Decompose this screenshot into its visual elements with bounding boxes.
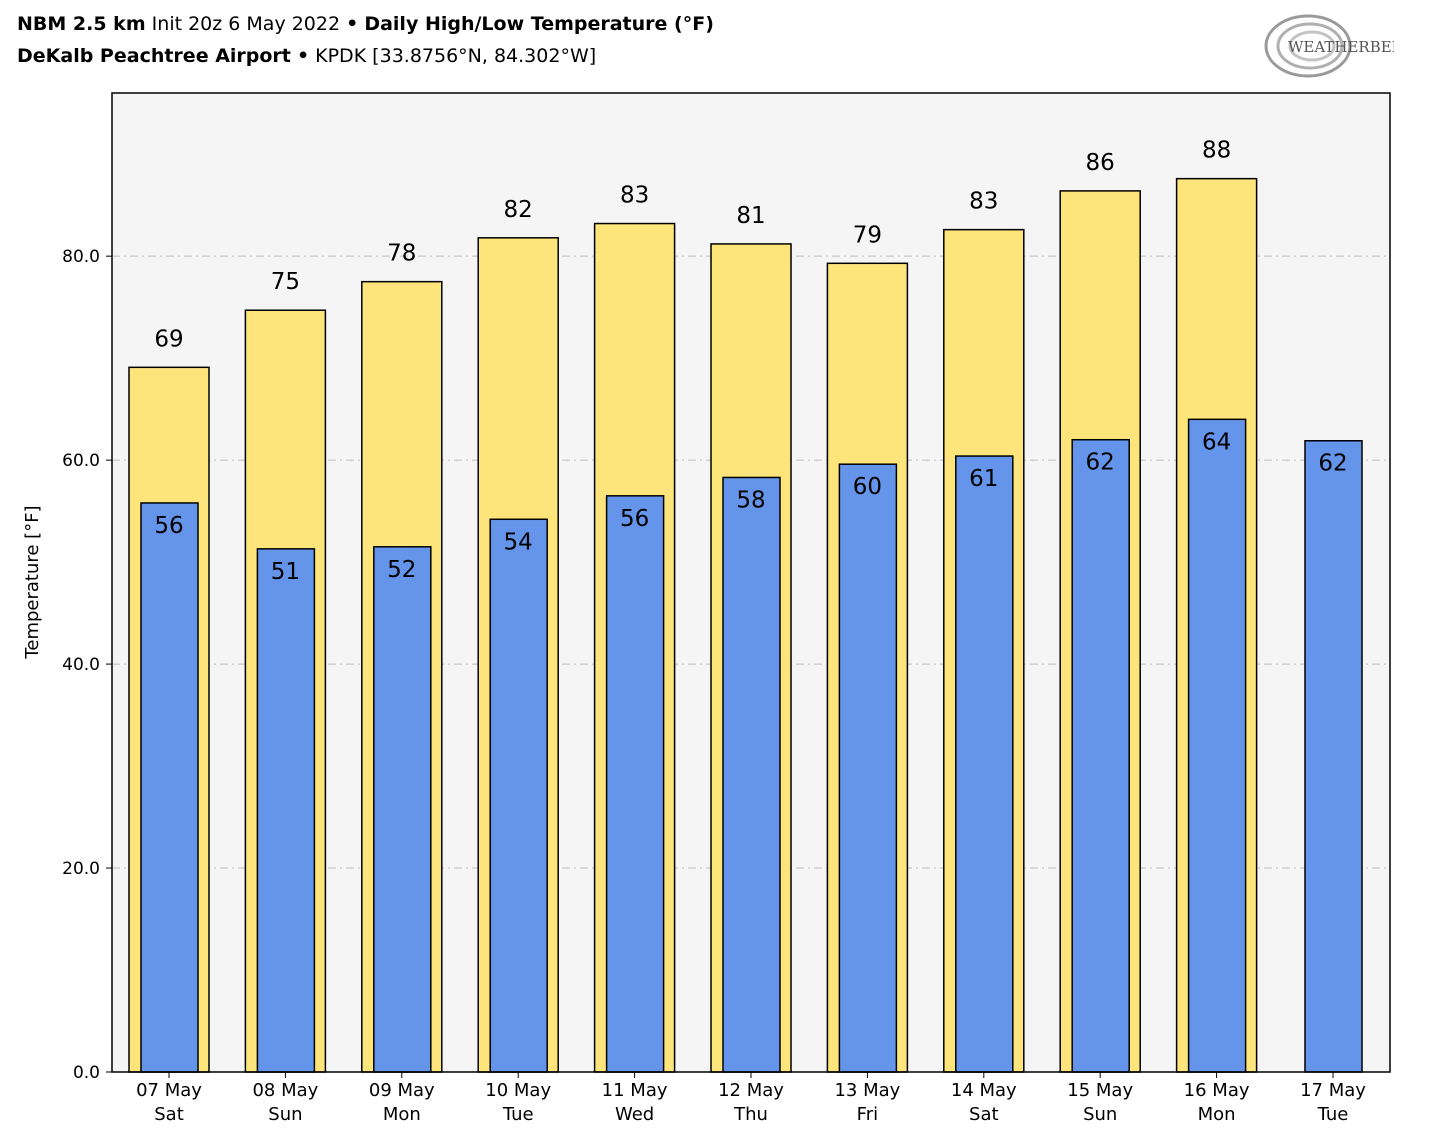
low-bar (489, 518, 548, 1073)
low-label: 61 (969, 466, 998, 492)
y-tick-label: 80.0 (62, 247, 100, 267)
low-bar (722, 476, 781, 1073)
weatherbell-logo: WEATHERBELL (1264, 14, 1394, 78)
x-tick-day: Tue (1317, 1104, 1349, 1125)
station-info: KPDK [33.8756°N, 84.302°W] (315, 45, 597, 67)
high-label: 75 (271, 269, 300, 295)
low-bar (605, 495, 665, 1073)
low-label: 56 (620, 506, 649, 532)
low-label: 51 (271, 559, 300, 585)
high-label: 78 (387, 241, 416, 267)
header-line-2: DeKalb Peachtree Airport • KPDK [33.8756… (17, 40, 714, 72)
model-name: NBM 2.5 km (17, 13, 146, 35)
x-tick-date: 12 May (718, 1080, 784, 1101)
high-label: 88 (1202, 138, 1231, 164)
low-bar (1304, 439, 1363, 1073)
low-bar (1071, 438, 1130, 1073)
low-bar (256, 548, 316, 1073)
x-tick-day: Tue (502, 1104, 534, 1125)
high-label: 82 (504, 197, 533, 223)
low-bar (1187, 418, 1247, 1073)
high-label: 83 (620, 183, 649, 209)
high-label: 83 (969, 189, 998, 215)
y-axis-label: Temperature [°F] (22, 505, 43, 659)
logo-text: WEATHERBELL (1288, 38, 1394, 56)
x-tick-date: 09 May (369, 1080, 435, 1101)
low-bar (838, 463, 898, 1073)
x-tick-date: 11 May (602, 1080, 668, 1101)
x-tick-day: Fri (857, 1104, 878, 1125)
low-label: 54 (504, 529, 533, 555)
y-tick-label: 60.0 (62, 451, 100, 471)
y-tick-label: 20.0 (62, 859, 100, 879)
x-tick-day: Mon (383, 1104, 421, 1125)
low-label: 56 (154, 513, 183, 539)
x-tick-date: 16 May (1184, 1080, 1250, 1101)
x-tick-date: 07 May (136, 1080, 202, 1101)
station-name: DeKalb Peachtree Airport (17, 45, 291, 67)
low-label: 62 (1086, 450, 1115, 476)
low-label: 64 (1202, 429, 1231, 455)
x-tick-day: Sat (154, 1104, 184, 1125)
x-tick-day: Sat (969, 1104, 999, 1125)
x-tick-day: Thu (733, 1104, 768, 1125)
high-label: 69 (154, 326, 183, 352)
x-tick-day: Sun (1083, 1104, 1117, 1125)
low-label: 60 (853, 474, 882, 500)
high-label: 79 (853, 222, 882, 248)
low-label: 62 (1318, 451, 1347, 477)
x-tick-date: 13 May (834, 1080, 900, 1101)
header-line-1: NBM 2.5 km Init 20z 6 May 2022 • Daily H… (17, 8, 714, 40)
plot-frame (111, 92, 1391, 1073)
x-tick-date: 08 May (252, 1080, 318, 1101)
x-tick-day: Mon (1198, 1104, 1236, 1125)
low-label: 52 (387, 557, 416, 583)
x-tick-day: Sun (268, 1104, 302, 1125)
low-label: 58 (736, 487, 765, 513)
high-label: 81 (736, 203, 765, 229)
y-tick-label: 0.0 (73, 1063, 100, 1083)
chart-header: NBM 2.5 km Init 20z 6 May 2022 • Daily H… (17, 8, 714, 72)
x-tick-date: 14 May (951, 1080, 1017, 1101)
y-tick-label: 40.0 (62, 655, 100, 675)
x-tick-date: 15 May (1067, 1080, 1133, 1101)
x-tick-date: 10 May (485, 1080, 551, 1101)
separator: • (346, 13, 359, 35)
low-bar (955, 455, 1014, 1073)
x-tick-day: Wed (615, 1104, 654, 1125)
low-bar (140, 502, 199, 1073)
low-bar (373, 546, 432, 1073)
x-tick-date: 17 May (1300, 1080, 1366, 1101)
high-label: 86 (1086, 150, 1115, 176)
product-title: Daily High/Low Temperature (°F) (364, 13, 714, 35)
separator-2: • (296, 45, 310, 67)
init-time: Init 20z 6 May 2022 (151, 13, 341, 35)
